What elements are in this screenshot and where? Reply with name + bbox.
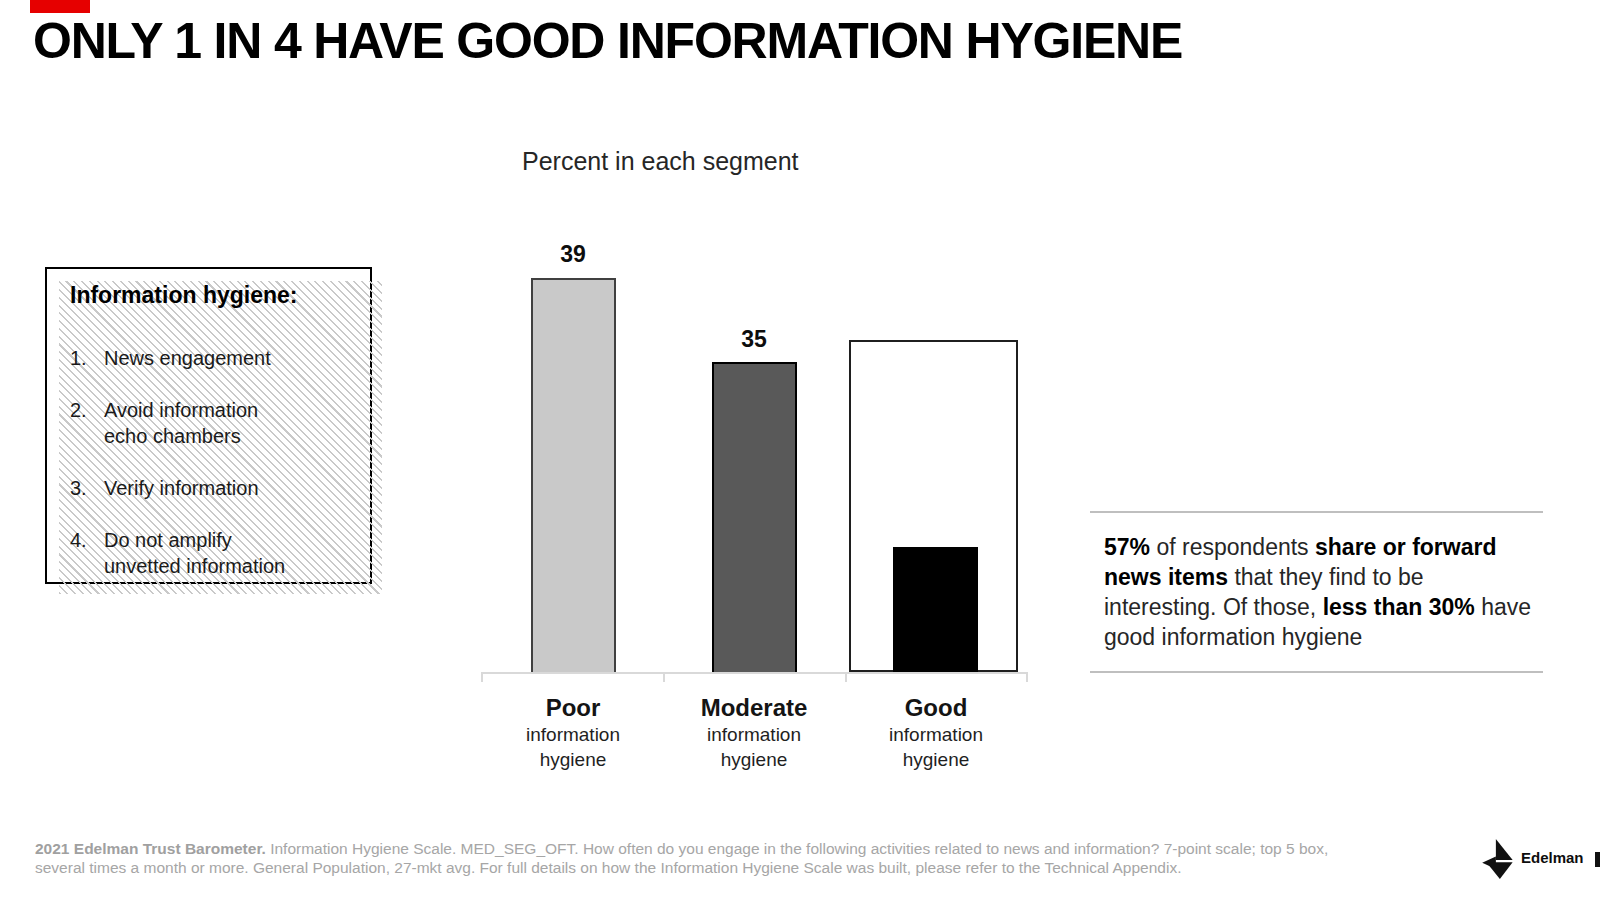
list-item-text: News engagement — [104, 345, 271, 371]
list-item-text: Verify information — [104, 475, 259, 501]
axis-tick — [481, 672, 483, 682]
category-name: Poor — [488, 694, 658, 722]
category-name: Moderate — [669, 694, 839, 722]
category-sublabel: information — [669, 722, 839, 747]
category-label-moderate: Moderate information hygiene — [669, 694, 839, 772]
category-sublabel: hygiene — [488, 747, 658, 772]
bar-value-moderate: 35 — [719, 326, 789, 353]
footer-source-note: 2021 Edelman Trust Barometer. Informatio… — [35, 840, 1430, 877]
list-item: 3. Verify information — [70, 475, 370, 501]
slide: ONLY 1 IN 4 HAVE GOOD INFORMATION HYGIEN… — [0, 0, 1600, 898]
category-label-good: Good information hygiene — [851, 694, 1021, 772]
list-item-number: 3. — [70, 475, 104, 501]
bar-value-poor: 39 — [538, 241, 608, 268]
x-axis-line — [481, 672, 1028, 674]
axis-tick — [845, 672, 847, 682]
list-item-number: 4. — [70, 527, 104, 579]
axis-tick — [663, 672, 665, 682]
bar-moderate — [712, 362, 797, 672]
bar-good — [893, 547, 978, 672]
slide-title: ONLY 1 IN 4 HAVE GOOD INFORMATION HYGIEN… — [33, 12, 1433, 70]
category-name: Good — [851, 694, 1021, 722]
category-sublabel: hygiene — [851, 747, 1021, 772]
bar-poor — [531, 278, 616, 672]
info-hygiene-box: Information hygiene: 1. News engagement … — [45, 267, 372, 584]
info-box-list: 1. News engagement 2. Avoid informatione… — [47, 345, 370, 579]
list-item-number: 1. — [70, 345, 104, 371]
list-item: 2. Avoid informationecho chambers — [70, 397, 370, 449]
edelman-logo: Edelman — [1481, 836, 1591, 882]
chart-title: Percent in each segment — [522, 147, 799, 176]
list-item-number: 2. — [70, 397, 104, 449]
category-sublabel: information — [851, 722, 1021, 747]
list-item: 1. News engagement — [70, 345, 370, 371]
callout-text: 57% of respondents share or forwardnews … — [1090, 511, 1543, 673]
list-item-text: Do not amplifyunvetted information — [104, 527, 285, 579]
page-edge-marker — [1595, 852, 1600, 867]
category-label-poor: Poor information hygiene — [488, 694, 658, 772]
axis-tick — [1026, 672, 1028, 682]
list-item: 4. Do not amplifyunvetted information — [70, 527, 370, 579]
edelman-logo-icon — [1481, 838, 1517, 880]
list-item-text: Avoid informationecho chambers — [104, 397, 258, 449]
info-box-heading: Information hygiene: — [47, 269, 370, 309]
category-sublabel: information — [488, 722, 658, 747]
edelman-logo-text: Edelman — [1521, 849, 1584, 866]
category-sublabel: hygiene — [669, 747, 839, 772]
